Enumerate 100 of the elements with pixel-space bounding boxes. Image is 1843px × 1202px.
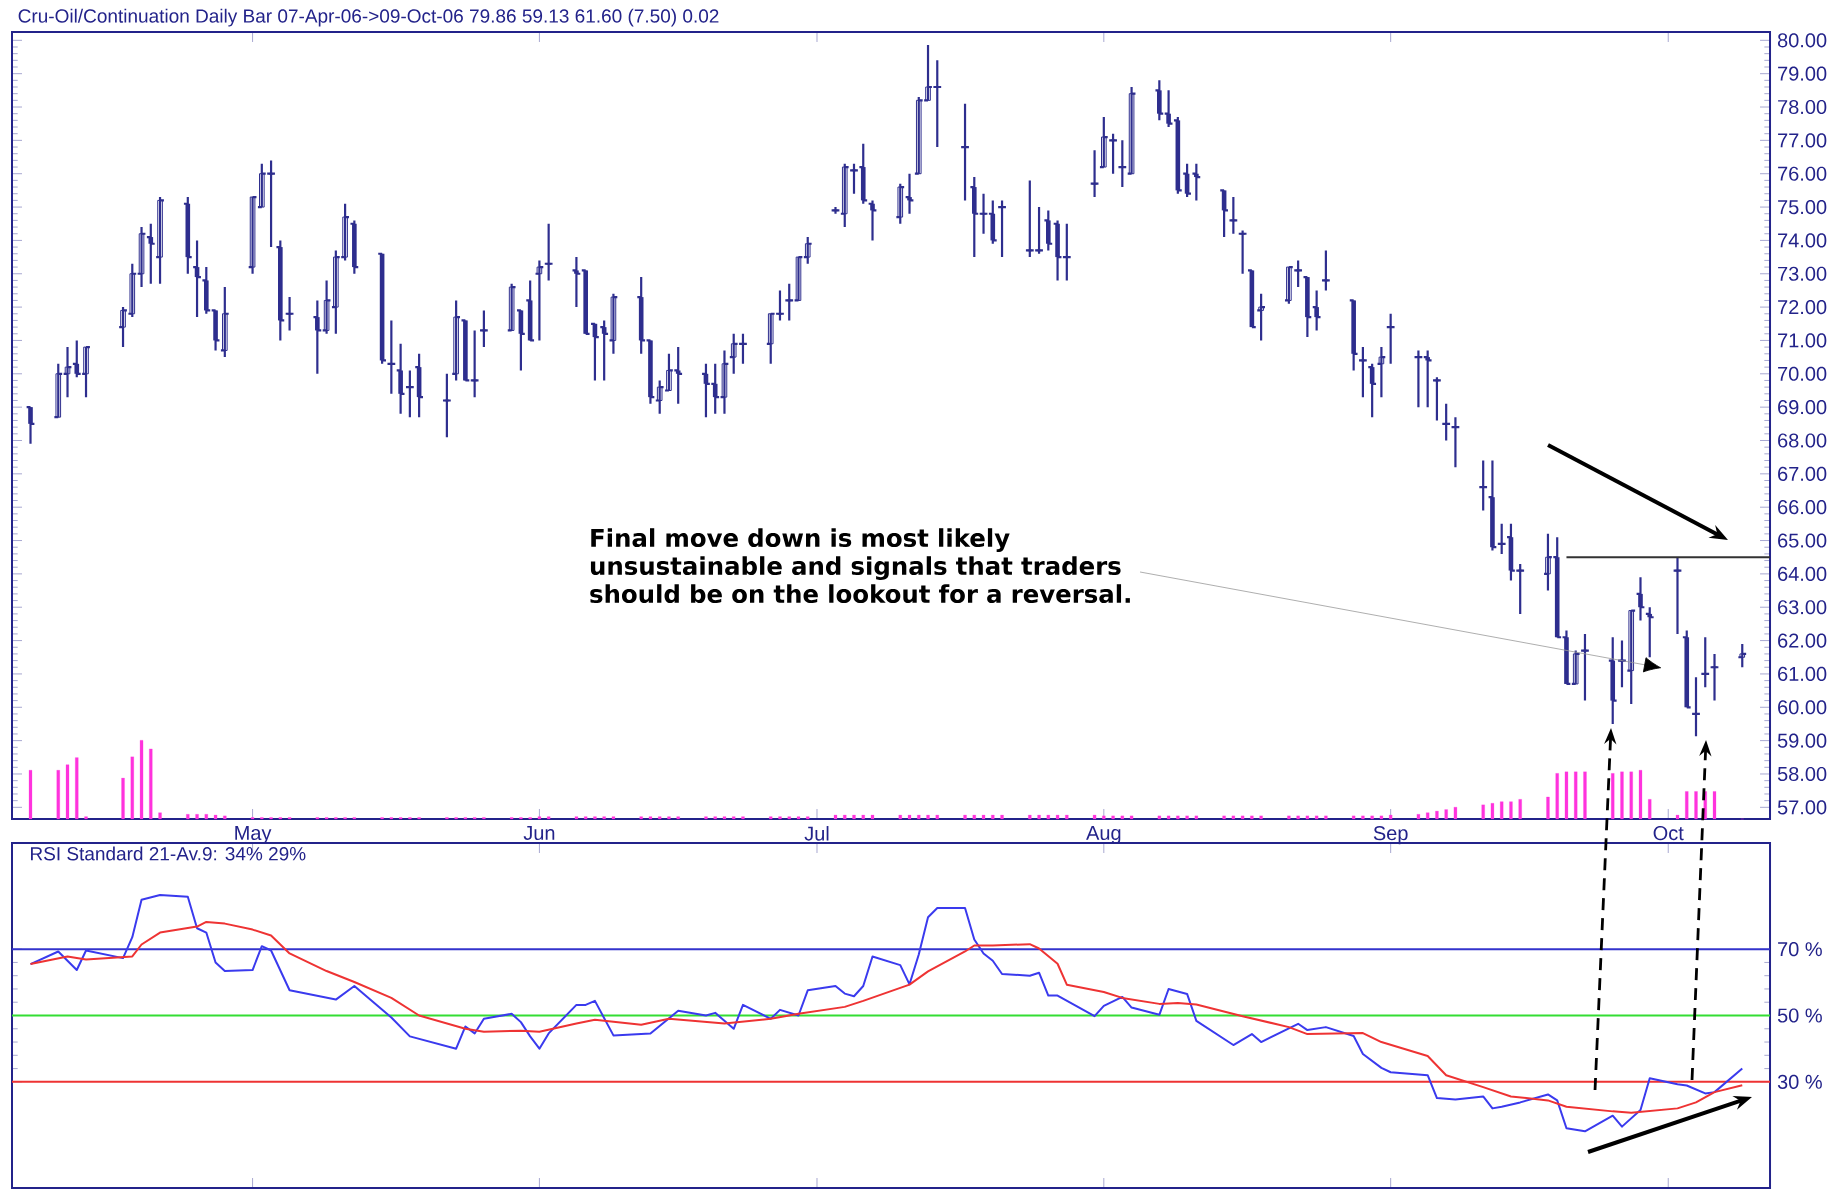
candlestick [1378, 346, 1385, 399]
bar [547, 816, 551, 820]
annotation: Final move down is most likely unsustainable and signals that traders should be on the lookout for a reversal. [590, 528, 1130, 604]
bar [1324, 815, 1328, 820]
bar [1055, 814, 1060, 820]
candlestick [536, 259, 543, 342]
candlestick [656, 379, 663, 415]
bar [981, 814, 986, 820]
bar [1370, 815, 1374, 820]
y-tick-label: 76.00 [1778, 166, 1827, 181]
bar [1574, 771, 1578, 820]
bar [648, 816, 653, 820]
bar [1675, 814, 1680, 820]
bar [537, 816, 542, 820]
y-tick-label: 65.00 [1778, 533, 1827, 548]
bar [1611, 773, 1615, 820]
bar [1241, 815, 1245, 820]
bar [139, 740, 144, 820]
bar [778, 816, 782, 820]
bar [602, 816, 606, 820]
line-series [29, 894, 1744, 1133]
y-tick-label: 72.00 [1778, 300, 1827, 315]
bar [213, 814, 218, 820]
x-tick-label: Jun [523, 826, 555, 840]
y-tick-label: 50 % [1777, 1008, 1822, 1023]
bar [1166, 815, 1171, 820]
bar [84, 816, 88, 820]
y-tick-label: 70 % [1778, 942, 1822, 957]
bar [223, 815, 227, 820]
bar [1685, 791, 1689, 820]
y-tick-label: 71.00 [1778, 333, 1827, 348]
bar [667, 816, 671, 820]
bar [1157, 815, 1161, 820]
y-tick-label: 60.00 [1778, 700, 1827, 715]
candlestick [804, 235, 811, 265]
bar [204, 814, 208, 820]
bar [1426, 812, 1430, 820]
bar [1638, 770, 1643, 820]
candlestick [120, 306, 126, 349]
candlestick [841, 162, 848, 229]
candlestick [795, 255, 802, 302]
bar [130, 756, 134, 820]
bar [1361, 815, 1365, 820]
bar [769, 816, 773, 820]
bar [1046, 814, 1050, 820]
bar [1111, 815, 1115, 820]
y-tick-label: 79.00 [1778, 66, 1827, 81]
bar [741, 816, 745, 820]
bar [926, 814, 930, 820]
bar [1296, 815, 1300, 820]
candlestick [915, 95, 922, 175]
bar [593, 816, 597, 820]
bar [1453, 807, 1458, 820]
bar [787, 816, 791, 820]
bar [1648, 799, 1652, 820]
bar [1694, 791, 1698, 820]
y-tick-label: 67.00 [1778, 466, 1827, 481]
y-tick-label: 30 % [1777, 1074, 1822, 1089]
bar [1546, 796, 1550, 820]
candlestick [925, 43, 931, 102]
bar [1583, 771, 1587, 820]
bar [1379, 815, 1384, 820]
bar [1518, 799, 1522, 820]
y-tick-label: 77.00 [1778, 133, 1827, 148]
bar [1481, 804, 1485, 820]
x-tick-label: Sep [1373, 826, 1408, 845]
chart-title: Cru-Oil/Continuation Daily Bar 07-Apr-06->09-Oct-06 79.86 59.13 61.60 (7.50) 0.02 [18, 8, 719, 27]
y-tick-label: 68.00 [1778, 433, 1827, 448]
bar [1176, 815, 1180, 820]
bar [1305, 815, 1309, 820]
bar [732, 816, 736, 820]
bar [611, 816, 616, 820]
x-tick-label: May [235, 826, 272, 844]
bar [1194, 815, 1198, 820]
y-tick-label: 69.00 [1778, 400, 1827, 415]
candlestick [83, 346, 89, 399]
bar [1490, 803, 1495, 820]
bar [1416, 814, 1421, 820]
bar [1231, 815, 1235, 820]
bar [722, 816, 727, 820]
bar [1287, 815, 1291, 820]
bar [704, 816, 708, 820]
bar [1712, 791, 1717, 820]
bar [935, 814, 939, 820]
candlestick [55, 362, 62, 419]
bar [843, 814, 847, 820]
y-tick-label: 80.00 [1777, 33, 1827, 48]
y-tick-label: 58.00 [1777, 766, 1827, 782]
bar [1185, 815, 1189, 820]
bar [639, 816, 643, 820]
y-tick-label: 70.00 [1778, 366, 1827, 381]
bar [574, 816, 579, 820]
bar [1389, 814, 1393, 820]
y-tick-label: 73.00 [1778, 266, 1827, 281]
bar [1352, 815, 1356, 820]
bar [796, 816, 801, 820]
bar [1564, 771, 1569, 820]
candlestick [897, 182, 904, 225]
bar [75, 757, 79, 820]
y-tick-label: 59.00 [1777, 733, 1827, 748]
